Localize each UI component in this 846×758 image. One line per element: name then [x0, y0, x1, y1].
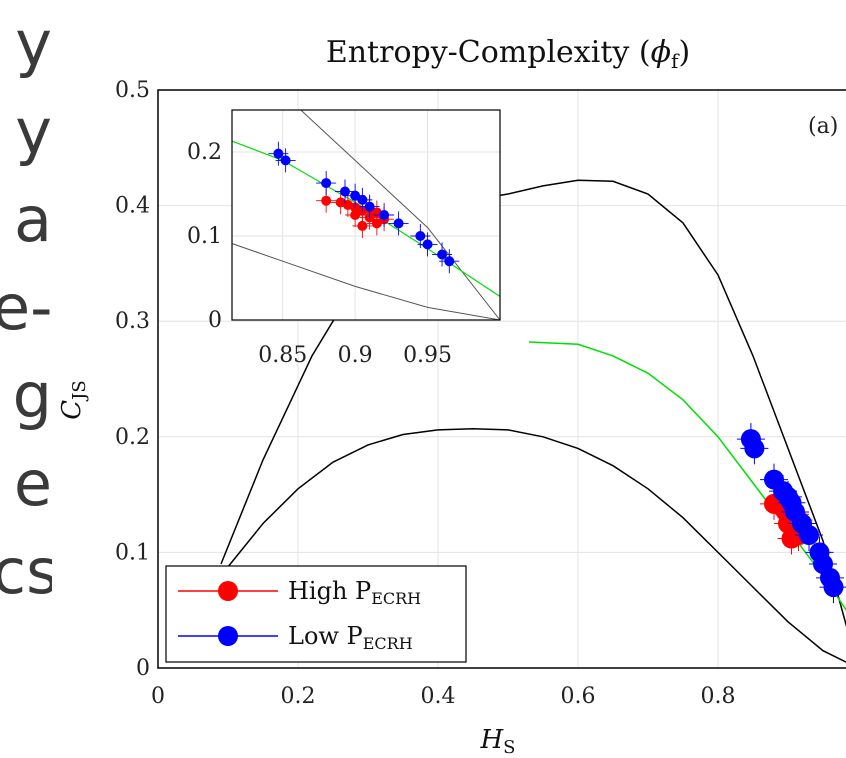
chart-title-phi: ϕ	[651, 35, 671, 70]
x-tick-label: 0.8	[701, 684, 736, 709]
inset-lower-bound-curve	[232, 243, 500, 320]
panel-label: (a)	[808, 114, 838, 139]
x-tick-label: 0.4	[421, 684, 456, 709]
legend-low-marker	[218, 626, 238, 646]
main-plot-frame	[157, 89, 846, 669]
inset-low-power-point	[379, 210, 390, 220]
inset-high-power-point	[371, 218, 382, 229]
inset-x-tick-label: 0.9	[338, 343, 373, 368]
inset-low-power-point	[437, 249, 448, 260]
inset-x-tick-label: 0.85	[258, 343, 307, 368]
inset-high-power-point	[321, 195, 332, 206]
x-tick-label: 0.6	[561, 684, 596, 709]
side-text-line: y	[15, 7, 52, 80]
inset-low-power-point	[422, 239, 433, 250]
inset-low-power-point	[357, 194, 368, 205]
inset-low-power-point	[339, 186, 350, 197]
side-text-line: cs	[0, 535, 52, 608]
legend: High PECRH Low PECRH	[165, 565, 467, 663]
inset-plot: 0.85 0.9 0.95 0 0.1 0.2	[187, 109, 501, 368]
y-tick-label: 0.4	[115, 194, 150, 219]
inset-tick-labels: 0.85 0.9 0.95 0 0.1 0.2	[187, 140, 452, 368]
y-tick-label: 0.1	[115, 540, 150, 565]
side-text-line: e-	[0, 271, 52, 344]
inset-low-power-point	[350, 190, 361, 201]
background-side-text: y y a e- g e cs	[0, 0, 52, 758]
y-tick-label: 0	[136, 656, 150, 681]
inset-data-points	[268, 141, 460, 274]
low-power-point	[744, 438, 765, 459]
inset-high-power-point	[350, 210, 361, 220]
chart-title-close: )	[678, 35, 690, 70]
x-axis-label: HS	[479, 725, 515, 758]
side-text-line: e	[13, 447, 52, 520]
chart-title-sub: f	[671, 49, 680, 73]
inset-low-power-point	[280, 155, 291, 166]
side-text-line: a	[14, 183, 52, 256]
low-power-point	[823, 577, 844, 598]
inset-y-tick-label: 0.2	[187, 140, 222, 165]
low-power-point	[799, 525, 819, 546]
x-tick-label: 0	[151, 684, 165, 709]
y-axis-label: CJS	[57, 380, 90, 419]
y-tick-label: 0.2	[115, 425, 150, 450]
lower-bound-curve	[220, 427, 846, 663]
legend-box	[165, 565, 467, 663]
inset-low-power-point	[273, 148, 284, 159]
inset-low-power-point	[444, 256, 455, 267]
legend-low-label: Low PECRH	[288, 622, 413, 653]
fit-curve	[528, 341, 846, 612]
legend-high-label: High PECRH	[288, 577, 421, 608]
chart-title: Entropy-Complexity (ϕf)	[326, 35, 690, 73]
inset-y-tick-label: 0.1	[187, 224, 222, 249]
legend-high-marker	[218, 581, 238, 601]
inset-low-power-point	[321, 178, 332, 189]
main-data-points	[736, 423, 846, 604]
inset-frame	[231, 109, 501, 321]
inset-low-power-point	[364, 201, 375, 212]
x-tick-label: 0.2	[281, 684, 316, 709]
main-tick-labels: 0 0.2 0.4 0.6 0.8 0 0.1 0.2 0.3 0.4 0.5	[115, 78, 736, 709]
y-tick-label: 0.5	[115, 78, 150, 103]
inset-low-power-point	[393, 218, 404, 229]
inset-x-tick-label: 0.95	[403, 343, 452, 368]
y-tick-label: 0.3	[115, 309, 150, 334]
inset-low-power-point	[415, 231, 426, 241]
side-text-line: g	[12, 359, 52, 432]
chart-title-main: Entropy-Complexity (	[326, 35, 651, 70]
inset-y-tick-label: 0	[208, 308, 222, 333]
side-text-line: y	[15, 95, 52, 168]
inset-high-power-point	[357, 220, 368, 231]
